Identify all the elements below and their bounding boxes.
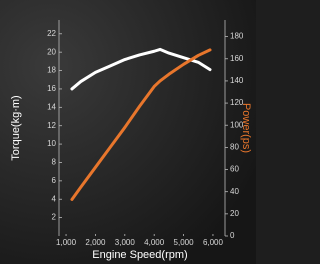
x-tick-label: 6,000: [203, 238, 224, 247]
y2-tick-label: 180: [230, 32, 244, 41]
background: [0, 0, 256, 264]
y-tick-label: 16: [47, 84, 56, 93]
y2-tick-label: 80: [230, 142, 239, 151]
y-axis-title: Torque(kg·m): [10, 95, 22, 160]
y-tick-label: 4: [52, 194, 57, 203]
y2-tick-label: 100: [230, 120, 244, 129]
y2-tick-label: 60: [230, 165, 239, 174]
y2-tick-label: 140: [230, 76, 244, 85]
x-tick-label: 3,000: [115, 238, 136, 247]
x-tick-label: 1,000: [56, 238, 77, 247]
y-tick-label: 2: [52, 213, 57, 222]
y2-tick-label: 40: [230, 187, 239, 196]
y-tick-label: 20: [47, 47, 56, 56]
chart: Engine Speed(rpm) Torque(kg·m) Power(ps)…: [0, 0, 256, 264]
y2-tick-label: 0: [230, 231, 235, 240]
x-axis-title: Engine Speed(rpm): [92, 249, 187, 261]
y2-tick-label: 160: [230, 54, 244, 63]
y-tick-label: 14: [47, 102, 56, 111]
y-tick-label: 22: [47, 29, 56, 38]
y2-tick-label: 120: [230, 98, 244, 107]
y-tick-label: 12: [47, 121, 56, 130]
y-tick-label: 10: [47, 139, 56, 148]
y-tick-label: 6: [52, 176, 57, 185]
y2-tick-label: 20: [230, 209, 239, 218]
x-tick-label: 4,000: [144, 238, 165, 247]
x-tick-label: 5,000: [174, 238, 195, 247]
y-tick-label: 18: [47, 66, 56, 75]
y-tick-label: 8: [52, 158, 57, 167]
x-tick-label: 2,000: [85, 238, 106, 247]
